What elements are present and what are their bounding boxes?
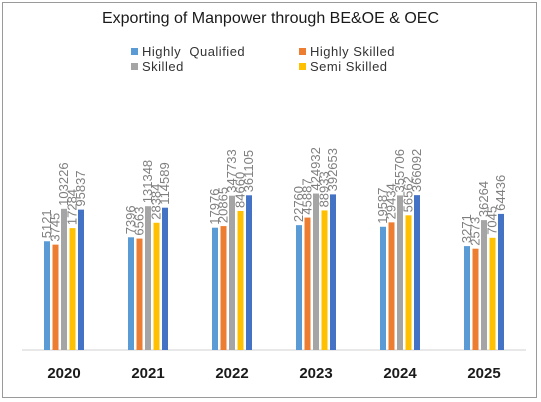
x-tick-label-2023: 2023: [299, 365, 332, 382]
bar-2025-series-3: [489, 237, 496, 350]
chart-title: Exporting of Manpower through BE&OE & OE…: [101, 10, 440, 27]
bar-2024-series-2: [397, 195, 403, 350]
bar-2023-series-1: [304, 217, 311, 350]
data-label-2024-series-4: 366092: [409, 149, 424, 192]
bar-2024-series-0: [380, 226, 386, 350]
data-label-2021-series-4: 114589: [157, 162, 172, 204]
bar-2021-series-1: [136, 238, 143, 350]
data-label-2021-series-3: 28384: [149, 184, 164, 220]
bar-2020-series-2: [61, 208, 67, 350]
bar-2025-series-0: [464, 246, 470, 350]
bar-2025-series-4: [498, 213, 504, 350]
data-label-2024-series-3: 56562: [401, 176, 416, 212]
data-label-2023-series-1: 45887: [300, 178, 315, 214]
data-label-2023-series-2: 424932: [308, 147, 323, 190]
legend-swatch: [131, 48, 138, 56]
data-label-2020-series-3: 17284: [65, 189, 80, 225]
legend-swatch: [131, 63, 138, 71]
bar-2020-series-4: [78, 209, 84, 350]
bar-2022-series-3: [237, 210, 244, 350]
data-label-2024-series-0: 19587: [375, 188, 390, 224]
bar-2020-series-1: [52, 244, 59, 350]
data-label-2020-series-0: 5121: [39, 209, 54, 238]
data-label-2025-series-4: 64436: [493, 175, 508, 211]
data-label-2023-series-3: 88933: [317, 171, 332, 207]
x-tick-label-2025: 2025: [467, 365, 500, 382]
bar-2021-series-4: [162, 207, 168, 350]
data-label-2025-series-1: 2573: [468, 217, 483, 246]
data-label-2024-series-2: 355706: [392, 149, 407, 192]
data-label-2021-series-2: 131348: [140, 160, 155, 203]
bar-2022-series-4: [246, 195, 252, 350]
data-label-2022-series-2: 347733: [224, 149, 239, 192]
legend-item-highly-qualified: Highly Qualified: [131, 44, 245, 59]
bar-2023-series-0: [296, 225, 302, 350]
data-label-2022-series-3: 84660: [233, 172, 248, 208]
data-label-2023-series-4: 392653: [325, 148, 340, 191]
bar-2021-series-0: [128, 237, 134, 350]
bar-2024-series-3: [405, 215, 412, 350]
data-label-2020-series-2: 103226: [56, 162, 71, 205]
bar-2020-series-3: [69, 228, 76, 350]
bar-2020-series-0: [44, 241, 50, 350]
legend-label: Skilled: [142, 59, 184, 74]
x-tick-label-2024: 2024: [383, 365, 417, 382]
bar-2021-series-3: [153, 222, 160, 350]
bar-2024-series-4: [414, 195, 420, 350]
legend-swatch: [299, 63, 306, 71]
bar-2023-series-2: [313, 193, 319, 350]
data-label-2022-series-4: 361105: [241, 150, 256, 192]
data-label-2023-series-0: 22760: [291, 186, 306, 222]
data-label-2022-series-0: 17976: [207, 189, 222, 225]
bar-2024-series-1: [388, 222, 395, 350]
data-label-2020-series-1: 3745: [48, 213, 63, 242]
bar-2023-series-4: [330, 194, 336, 350]
legend-item-skilled: Skilled: [131, 59, 184, 74]
data-label-2025-series-0: 3271: [459, 214, 474, 243]
bar-2022-series-2: [229, 195, 235, 350]
legend-swatch: [299, 48, 306, 56]
bar-2022-series-1: [220, 226, 227, 350]
data-label-2020-series-4: 95837: [73, 170, 88, 206]
x-tick-label-2021: 2021: [131, 365, 164, 382]
data-label-2022-series-1: 20865: [216, 187, 231, 223]
bar-2022-series-0: [212, 227, 218, 350]
bar-2025-series-1: [472, 248, 479, 350]
data-label-2021-series-0: 7396: [123, 205, 138, 234]
x-tick-label-2022: 2022: [215, 365, 248, 382]
bar-2023-series-3: [321, 210, 328, 350]
legend-label: Highly Skilled: [310, 44, 396, 59]
bar-2021-series-2: [145, 206, 151, 350]
legend-item-highly-skilled: Highly Skilled: [299, 44, 395, 59]
data-label-2025-series-3: 7045: [485, 206, 500, 235]
legend-label: Highly Qualified: [142, 44, 246, 59]
chart-frame: [2, 2, 537, 398]
bar-2025-series-2: [481, 220, 487, 350]
data-label-2024-series-1: 29434: [384, 183, 399, 219]
data-label-2021-series-1: 6563: [132, 207, 147, 236]
data-label-2025-series-2: 36264: [476, 181, 491, 217]
legend-item-semi-skilled: Semi Skilled: [299, 59, 388, 74]
legend-label: Semi Skilled: [310, 59, 388, 74]
x-tick-label-2020: 2020: [47, 365, 80, 382]
